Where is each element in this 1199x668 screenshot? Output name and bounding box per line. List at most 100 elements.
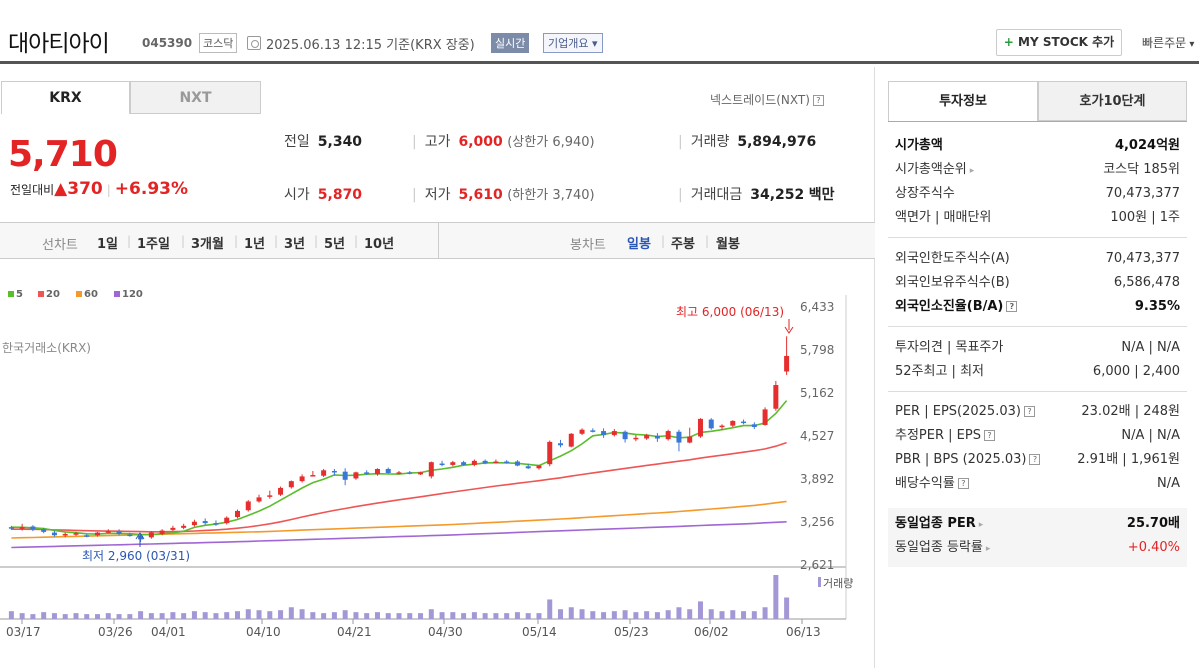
candle-body <box>536 465 542 469</box>
period-1w[interactable]: 1주일 <box>137 237 170 252</box>
candle-body <box>558 443 564 446</box>
row-industry-per[interactable]: 동일업종 PER ▸ 25.70배 <box>895 514 1180 534</box>
volume-bar <box>224 612 230 619</box>
volume-bar <box>19 613 25 619</box>
row-shares: 상장주식수 70,473,377 <box>895 184 1180 204</box>
candle-body <box>708 419 714 429</box>
help-icon[interactable]: ? <box>1029 454 1041 465</box>
candle-body <box>418 472 424 475</box>
volume-bar <box>536 613 542 619</box>
stat-volume-value: 5,894,976 <box>737 134 817 150</box>
volume-bar <box>385 613 391 619</box>
period-10y[interactable]: 10년 <box>364 237 395 252</box>
foreign-ratio-value: 9.35% <box>1134 299 1180 314</box>
volume-bar <box>396 613 402 619</box>
row-foreign-limit: 외국인한도주식수(A) 70,473,377 <box>895 249 1180 269</box>
row-52w: 52주최고 | 최저 6,000 | 2,400 <box>895 362 1180 382</box>
add-mystock-label: MY STOCK 추가 <box>1018 35 1115 49</box>
volume-bar <box>601 612 607 619</box>
candle-body <box>687 436 693 443</box>
par-value: 100원 | 1주 <box>1110 210 1180 225</box>
stat-open-label: 시가 <box>284 187 310 203</box>
y-tick-label: 4,527 <box>800 429 834 443</box>
volume-bar <box>773 575 779 619</box>
lower-limit: (하한가 3,740) <box>507 188 595 203</box>
chart-legend: 5 20 60 120 <box>8 289 143 300</box>
volume-bar <box>611 611 617 619</box>
candle-body <box>30 526 36 530</box>
candle-monthly[interactable]: 월봉 <box>716 237 740 252</box>
volume-bar <box>342 610 348 619</box>
rank-label: 시가총액순위 <box>895 162 967 177</box>
stat-high-value: 6,000 <box>458 134 503 150</box>
help-icon[interactable]: ? <box>983 430 995 441</box>
y-tick-label: 5,162 <box>800 386 834 400</box>
realtime-badge[interactable]: 실시간 <box>491 33 530 53</box>
change-amount: 370 <box>67 179 103 199</box>
candle-body <box>364 472 370 474</box>
tab-nxt[interactable]: NXT <box>130 81 261 114</box>
period-5y[interactable]: 5년 <box>324 237 346 252</box>
candle-body <box>224 517 230 524</box>
per-label: PER | EPS(2025.03) <box>895 404 1021 419</box>
tab-order-book[interactable]: 호가10단계 <box>1038 81 1187 121</box>
tab-invest-info[interactable]: 투자정보 <box>888 81 1038 121</box>
candle-weekly[interactable]: 주봉 <box>671 237 695 252</box>
stock-code: 045390 <box>142 36 193 50</box>
period-1y[interactable]: 1년 <box>244 237 266 252</box>
volume-bar <box>170 612 176 619</box>
help-icon[interactable]: ? <box>1006 301 1018 312</box>
volume-bar <box>418 613 424 619</box>
quick-order-dropdown[interactable]: 빠른주문 <box>1142 34 1194 51</box>
tab-krx[interactable]: KRX <box>1 81 130 114</box>
volume-bar <box>525 613 531 619</box>
stat-low-label: 저가 <box>424 187 451 203</box>
candle-body <box>170 527 176 530</box>
stat-prev-value: 5,340 <box>317 134 363 150</box>
chart-grid <box>0 295 847 620</box>
volume-bar <box>213 613 219 619</box>
x-tick-label: 05/14 <box>522 625 557 639</box>
stat-prev-label: 전일 <box>284 134 310 150</box>
help-icon[interactable]: ? <box>1023 406 1035 417</box>
candle-daily[interactable]: 일봉 <box>627 237 651 252</box>
company-info-dropdown[interactable]: 기업개요 ▾ <box>543 33 603 53</box>
candle-body <box>730 420 736 426</box>
candle-body <box>299 476 305 482</box>
stat-volume-label: 거래량 <box>690 134 730 150</box>
row-opinion: 투자의견 | 목표주가 N/A | N/A <box>895 338 1180 358</box>
period-3y[interactable]: 3년 <box>284 237 306 252</box>
y-tick-label: 5,798 <box>800 343 834 357</box>
row-industry-rate[interactable]: 동일업종 등락률 ▸ +0.40% <box>895 538 1180 558</box>
volume-bar <box>568 607 574 619</box>
w52-label: 52주최고 | 최저 <box>895 364 984 379</box>
add-mystock-button[interactable]: + MY STOCK 추가 <box>996 29 1122 56</box>
candle-body <box>374 468 380 475</box>
chevron-right-icon: ▸ <box>985 544 991 554</box>
volume-bar <box>741 611 747 619</box>
stat-amount-value: 34,252 <box>750 187 805 203</box>
row-rank[interactable]: 시가총액순위 ▸ 코스닥 185위 <box>895 160 1180 180</box>
chevron-down-icon: ▾ <box>588 37 598 50</box>
candle-body <box>116 531 122 534</box>
legend-label: 5 <box>16 289 23 300</box>
period-3m[interactable]: 3개월 <box>191 237 224 252</box>
volume-bar <box>8 611 14 619</box>
y-tick-label: 3,256 <box>800 515 834 529</box>
row-dividend: 배당수익률? N/A <box>895 474 1180 494</box>
industry-box <box>888 508 1187 567</box>
help-icon[interactable]: ? <box>812 95 824 106</box>
nextrade-link[interactable]: 넥스트레이드(NXT)? <box>710 91 824 108</box>
candle-body <box>741 421 747 424</box>
volume-bar <box>730 610 736 619</box>
help-icon[interactable]: ? <box>957 478 969 489</box>
candle-body <box>525 466 531 469</box>
x-tick-label: 03/26 <box>98 625 133 639</box>
volume-bar <box>353 612 359 619</box>
period-1d[interactable]: 1일 <box>97 237 119 252</box>
volume-bar <box>439 612 445 619</box>
change-label: 전일대비 <box>10 183 55 197</box>
volume-bar <box>644 611 650 619</box>
price-chart[interactable]: 한국거래소(KRX) 5 20 60 120 거래량 6,433 5,798 5,162 4… <box>0 259 875 668</box>
volume-bar <box>719 611 725 619</box>
